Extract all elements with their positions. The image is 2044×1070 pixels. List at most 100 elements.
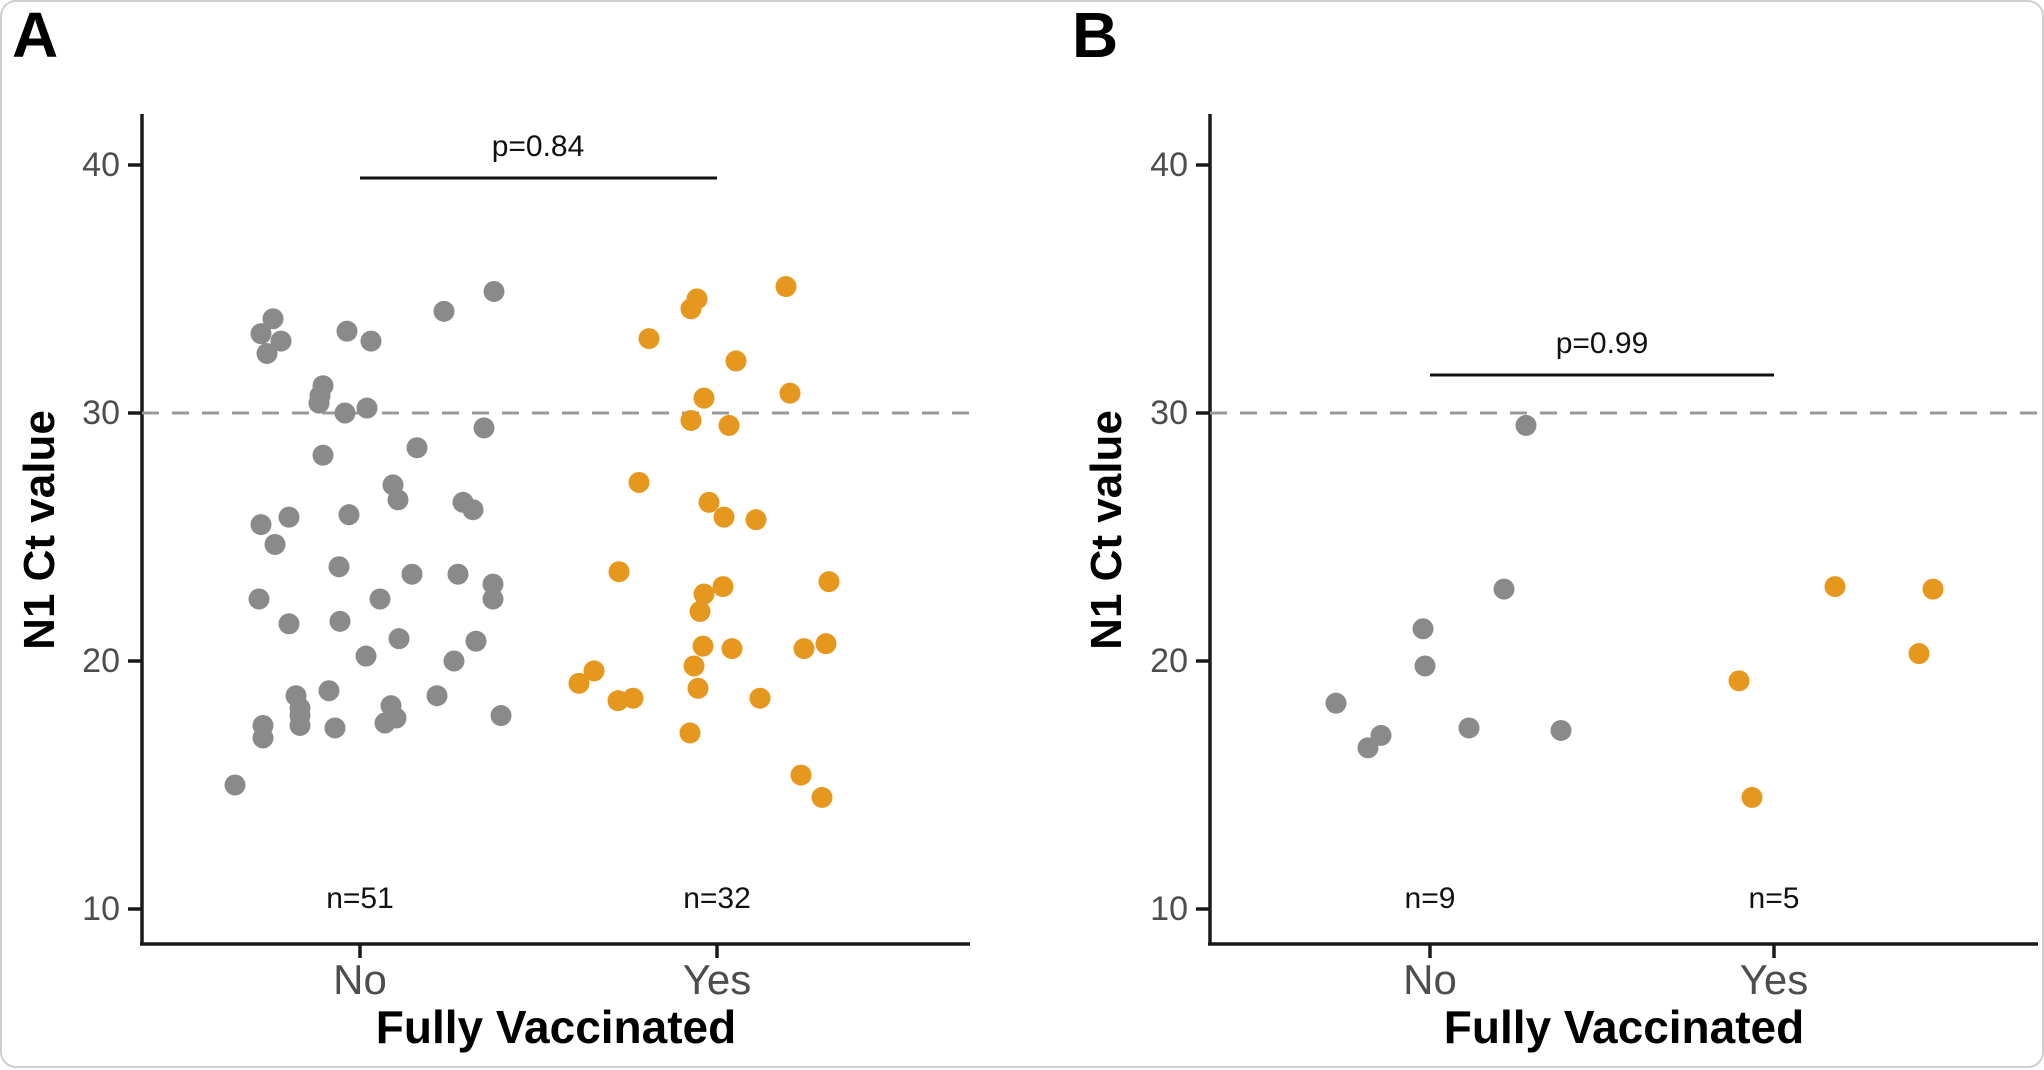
data-point-a-yes — [815, 633, 837, 655]
panel-a-n-yes: n=32 — [683, 882, 751, 915]
data-point-a-no — [278, 506, 300, 528]
data-point-a-no — [482, 588, 504, 610]
data-point-a-yes — [568, 672, 590, 694]
data-point-a-no — [328, 556, 350, 578]
data-point-a-no — [252, 727, 274, 749]
data-point-a-no — [270, 330, 292, 352]
data-point-a-no — [483, 280, 505, 302]
data-point-a-no — [462, 499, 484, 521]
panel-a-y-tick-marks — [128, 163, 142, 911]
data-point-a-no — [324, 717, 346, 739]
data-point-a-yes — [793, 638, 815, 660]
data-point-a-no — [473, 417, 495, 439]
data-point-b-no — [1515, 414, 1537, 436]
panel-a-x-tick-marks — [358, 944, 719, 958]
panel-b-y-axis-title: N1 Ct value — [1082, 410, 1131, 650]
data-point-b-yes — [1741, 786, 1763, 808]
panel-b-category-yes: Yes — [1739, 956, 1809, 1003]
data-point-b-no — [1458, 717, 1480, 739]
data-point-a-yes — [693, 387, 715, 409]
data-point-a-yes — [680, 298, 702, 320]
data-point-a-no — [490, 705, 512, 727]
data-point-a-yes — [811, 786, 833, 808]
panel-a-category-yes: Yes — [682, 956, 752, 1003]
panel-b-ytick-10: 10 — [1150, 890, 1188, 928]
data-point-b-yes — [1728, 670, 1750, 692]
data-point-a-yes — [790, 764, 812, 786]
data-point-a-yes — [689, 600, 711, 622]
data-point-b-no — [1493, 578, 1515, 600]
panel-a-n-no: n=51 — [326, 882, 394, 915]
panel-b-category-no: No — [1403, 956, 1457, 1003]
data-point-a-yes — [628, 471, 650, 493]
data-point-a-no — [388, 628, 410, 650]
data-point-a-no — [256, 342, 278, 364]
data-point-a-no — [406, 437, 428, 459]
data-point-a-yes — [721, 638, 743, 660]
data-point-a-no — [426, 685, 448, 707]
panel-b-x-tick-marks — [1428, 944, 1776, 958]
data-point-a-no — [312, 444, 334, 466]
data-point-a-no — [355, 645, 377, 667]
data-point-b-no — [1550, 719, 1572, 741]
panel-a-ytick-30: 30 — [82, 394, 120, 432]
data-point-a-no — [250, 323, 272, 345]
data-point-b-no — [1370, 724, 1392, 746]
data-point-a-no — [433, 300, 455, 322]
panel-b-ytick-40: 40 — [1150, 146, 1188, 184]
data-point-b-no — [1325, 692, 1347, 714]
panel-b-y-tick-marks — [1196, 163, 1210, 911]
data-point-a-no — [264, 533, 286, 555]
data-point-a-no — [336, 320, 358, 342]
panel-b-ytick-20: 20 — [1150, 642, 1188, 680]
data-point-a-no — [248, 588, 270, 610]
data-point-b-no — [1357, 737, 1379, 759]
data-point-a-no — [443, 650, 465, 672]
data-point-a-yes — [712, 576, 734, 598]
data-point-a-yes — [718, 414, 740, 436]
data-point-a-no — [289, 714, 311, 736]
panel-b-letter: B — [1072, 0, 1119, 71]
panel-b-n-no: n=9 — [1404, 882, 1456, 915]
data-point-a-yes — [779, 382, 801, 404]
data-point-a-no — [318, 680, 340, 702]
panel-a-ytick-10: 10 — [82, 890, 120, 928]
panel-b-points — [1325, 414, 1944, 808]
data-point-b-yes — [1908, 643, 1930, 665]
panel-b-p-value: p=0.99 — [1555, 327, 1649, 360]
data-point-a-no — [401, 563, 423, 585]
data-point-a-yes — [698, 491, 720, 513]
data-point-b-yes — [1922, 578, 1944, 600]
panel-a-ytick-40: 40 — [82, 146, 120, 184]
data-point-a-no — [334, 402, 356, 424]
data-point-a-yes — [687, 677, 709, 699]
data-point-a-yes — [679, 722, 701, 744]
data-point-a-no — [482, 573, 504, 595]
data-point-a-no — [338, 504, 360, 526]
data-point-a-no — [465, 630, 487, 652]
data-point-b-yes — [1824, 576, 1846, 598]
data-point-a-no — [250, 514, 272, 536]
panel-a-x-axis-title: Fully Vaccinated — [375, 1001, 737, 1053]
data-point-a-yes — [745, 509, 767, 531]
data-point-a-yes — [683, 655, 705, 677]
data-point-a-yes — [818, 571, 840, 593]
data-point-a-yes — [622, 687, 644, 709]
data-point-a-yes — [749, 687, 771, 709]
data-point-a-no — [356, 397, 378, 419]
panel-a-points — [224, 276, 840, 808]
data-point-a-no — [369, 588, 391, 610]
data-point-a-no — [224, 774, 246, 796]
data-point-a-yes — [713, 506, 735, 528]
data-point-a-yes — [608, 561, 630, 583]
data-point-b-no — [1414, 655, 1436, 677]
data-point-a-yes — [638, 328, 660, 350]
data-point-a-no — [262, 308, 284, 330]
panel-a-p-value: p=0.84 — [491, 130, 585, 163]
panel-a-category-no: No — [333, 956, 387, 1003]
data-point-a-yes — [725, 350, 747, 372]
data-point-a-no — [385, 707, 407, 729]
data-point-a-no — [360, 330, 382, 352]
